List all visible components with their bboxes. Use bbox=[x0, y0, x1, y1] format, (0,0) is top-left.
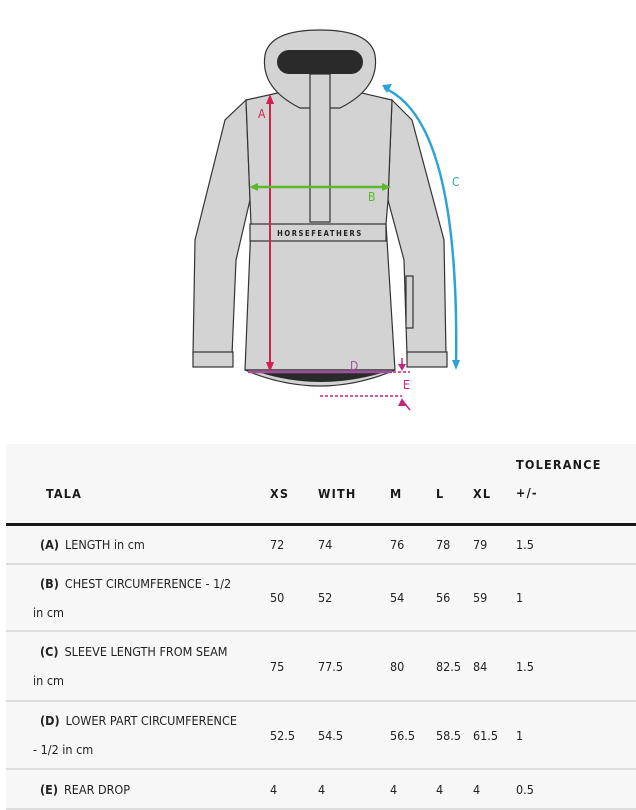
table-row: (D) LOWER PART CIRCUMFERENCE - 1/2 in cm 52… bbox=[6, 701, 636, 769]
size-chart-table: TALA XS WITH M L XL TOLERANCE +/- (A) LENG… bbox=[6, 444, 636, 810]
measurement-name-cont: in cm bbox=[33, 604, 64, 620]
header-xs: XS bbox=[270, 485, 290, 501]
left-sleeve bbox=[192, 98, 251, 356]
size-value: 78 bbox=[436, 536, 451, 552]
label-a: A bbox=[258, 107, 266, 121]
right-sleeve bbox=[387, 98, 447, 356]
size-value: 4 bbox=[436, 781, 444, 797]
header-s: WITH bbox=[318, 485, 357, 501]
size-value: 4 bbox=[473, 781, 481, 797]
size-value: 4 bbox=[318, 781, 326, 797]
size-value: 84 bbox=[473, 658, 488, 674]
tolerance-label: TOLERANCE bbox=[516, 456, 602, 472]
size-value: 4 bbox=[390, 781, 398, 797]
size-value: 61.5 bbox=[473, 727, 499, 743]
size-value: 74 bbox=[318, 536, 333, 552]
table-row: (E) REAR DROP 4 4 4 4 4 0.5 bbox=[6, 769, 636, 809]
label-b: B bbox=[368, 190, 375, 204]
header-l: L bbox=[436, 485, 445, 501]
size-value: 75 bbox=[270, 658, 285, 674]
measurement-name: LOWER PART CIRCUMFERENCE bbox=[65, 713, 237, 728]
measurement-code: (B) bbox=[40, 575, 59, 591]
measurement-label: (C) SLEEVE LENGTH FROM SEAM in cm bbox=[6, 631, 270, 701]
table-row: (A) LENGTH in cm 72 74 76 78 79 1.5 bbox=[6, 524, 636, 564]
header-tolerance: TOLERANCE +/- bbox=[516, 444, 636, 524]
size-value: 77.5 bbox=[318, 658, 344, 674]
header-xl: XL bbox=[473, 485, 492, 501]
measurement-code: (C) bbox=[40, 644, 59, 659]
measurement-code: (A) bbox=[40, 536, 59, 552]
brand-text: HORSEFEATHERS bbox=[277, 229, 363, 238]
measurement-name-cont: - 1/2 in cm bbox=[33, 742, 94, 757]
size-value: 56 bbox=[436, 590, 451, 605]
size-value: 52.5 bbox=[270, 727, 296, 743]
jacket-measurement-diagram: HORSEFEATHERS A B C D E bbox=[192, 29, 460, 411]
measurement-name: REAR DROP bbox=[63, 781, 131, 797]
size-value: 54 bbox=[390, 590, 405, 605]
size-value: 0.5 bbox=[516, 781, 534, 797]
measurement-code: (D) bbox=[40, 713, 60, 728]
size-value: 80 bbox=[390, 658, 405, 674]
size-value: 1 bbox=[516, 590, 524, 605]
size-value: 1.5 bbox=[516, 536, 534, 552]
size-value: 1 bbox=[516, 727, 524, 743]
size-value: 54.5 bbox=[318, 727, 344, 743]
tolerance-unit: +/- bbox=[516, 484, 538, 500]
measurement-name: LENGTH in cm bbox=[64, 536, 145, 552]
size-value: 4 bbox=[270, 781, 278, 797]
size-value: 50 bbox=[270, 590, 285, 605]
size-value: 82.5 bbox=[436, 658, 462, 674]
table-row: (B) CHEST CIRCUMFERENCE - 1/2 in cm 50 52 54 5… bbox=[6, 564, 636, 631]
label-c: C bbox=[452, 175, 460, 189]
measurement-name: SLEEVE LENGTH FROM SEAM bbox=[64, 644, 228, 659]
size-value: 52 bbox=[318, 590, 333, 605]
size-value: 72 bbox=[270, 536, 285, 552]
size-value: 79 bbox=[473, 536, 488, 552]
measurement-name-cont: in cm bbox=[33, 673, 64, 688]
size-value: 56.5 bbox=[390, 727, 416, 743]
size-value: 76 bbox=[390, 536, 405, 552]
table-row: (C) SLEEVE LENGTH FROM SEAM in cm 75 77.5 80 8… bbox=[6, 631, 636, 701]
measure-e bbox=[320, 358, 411, 411]
measure-b bbox=[249, 183, 391, 191]
measurement-label: (B) CHEST CIRCUMFERENCE - 1/2 in cm bbox=[6, 564, 270, 631]
size-value: 58.5 bbox=[436, 727, 462, 743]
label-d: D bbox=[350, 359, 358, 373]
table-header-row: TALA XS WITH M L XL TOLERANCE +/- bbox=[6, 444, 636, 524]
size-value: 1.5 bbox=[516, 658, 534, 674]
measurement-label: (D) LOWER PART CIRCUMFERENCE - 1/2 in cm bbox=[6, 701, 270, 769]
measurement-name: CHEST CIRCUMFERENCE - 1/2 bbox=[64, 575, 232, 591]
measurement-label: (E) REAR DROP bbox=[6, 769, 270, 809]
header-m: M bbox=[390, 485, 403, 501]
measure-c bbox=[383, 86, 458, 366]
measurement-code: (E) bbox=[40, 781, 58, 797]
hood-opening bbox=[277, 50, 363, 74]
size-value: 59 bbox=[473, 590, 488, 605]
header-size: TALA bbox=[46, 485, 83, 501]
label-e: E bbox=[403, 378, 410, 392]
measurement-label: (A) LENGTH in cm bbox=[6, 524, 270, 564]
measure-a bbox=[266, 94, 274, 372]
